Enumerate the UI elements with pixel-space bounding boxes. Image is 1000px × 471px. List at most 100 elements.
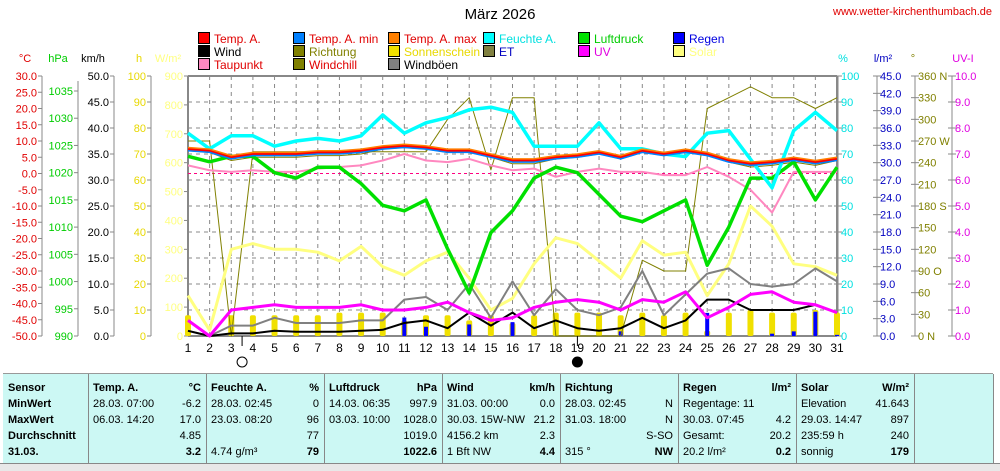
axis-tick-label: -50.0 xyxy=(12,331,37,343)
legend-item: Regen xyxy=(673,32,724,46)
stats-header: Wind km/h xyxy=(447,380,555,396)
axis-tick-label: 180 S xyxy=(918,201,947,213)
stats-row: 31.03. 00:00 0.0 xyxy=(447,396,555,412)
legend-item: Feuchte A. xyxy=(483,32,556,46)
axis-tick-label: 40.0 xyxy=(88,123,109,135)
legend-swatch xyxy=(673,45,685,57)
x-tick-label: 31 xyxy=(830,341,844,355)
axis-tick-label: 1035 xyxy=(49,86,73,98)
stats-header: Regen l/m² xyxy=(683,380,791,396)
x-tick-label: 20 xyxy=(592,341,606,355)
x-tick-label: 27 xyxy=(744,341,758,355)
axis-tick-label: 90 xyxy=(841,97,853,109)
legend-swatch xyxy=(198,45,210,57)
sunshine-bar xyxy=(682,312,689,336)
legend-swatch xyxy=(578,32,590,44)
axis-tick-label: -25.0 xyxy=(12,250,37,262)
stats-row: 14.03. 06:35 997.9 xyxy=(329,396,437,412)
stats-cell-value: 20.2 xyxy=(769,430,791,442)
legend-label: Luftdruck xyxy=(594,32,644,46)
stats-cell-value: 77 xyxy=(306,430,319,442)
stats-row: 1022.6 xyxy=(329,444,437,460)
axis-tick-label: -15.0 xyxy=(12,217,37,229)
sunshine-bar xyxy=(834,312,840,336)
axis-tick-label: 80 xyxy=(134,123,146,135)
axis-tick-label: 100 xyxy=(165,302,183,314)
stats-cell-value: 17.0 xyxy=(179,414,201,426)
axis-tick-label: 15.0 xyxy=(16,120,37,132)
axis-tick-label: 10 xyxy=(841,305,853,317)
stats-cell-label: 20.2 l/m² xyxy=(683,446,726,458)
x-tick-label: 5 xyxy=(271,341,278,355)
axis-tick-label: 1025 xyxy=(49,140,73,152)
sunshine-bar xyxy=(790,312,797,336)
axis-unit-rain: l/m² xyxy=(874,53,893,65)
x-tick-label: 11 xyxy=(398,341,411,355)
stats-header-label: Temp. A. xyxy=(93,382,139,394)
stats-header-unit: % xyxy=(309,382,319,394)
axis-tick-label: -5.0 xyxy=(18,185,37,197)
stats-cell-value: 4.4 xyxy=(539,446,555,458)
sunshine-bar xyxy=(358,312,365,336)
axis-tick-label: 30 xyxy=(841,253,853,265)
axis-tick-label: 9.0 xyxy=(880,279,895,291)
legend-item: Temp. A. xyxy=(198,32,261,46)
legend-item: Sonnenschein xyxy=(388,45,480,59)
axis-tick-label: 0.0 xyxy=(955,331,970,343)
axis-tick-label: 9.0 xyxy=(955,97,970,109)
axis-tick-label: 20.0 xyxy=(16,104,37,116)
sunshine-bar xyxy=(314,315,321,336)
stats-row: 03.03. 10:00 1028.0 xyxy=(329,412,437,428)
axis-tick-label: 1005 xyxy=(49,249,73,261)
legend-swatch xyxy=(388,45,400,57)
stats-header: Richtung xyxy=(565,380,673,396)
axis-tick-label: 1015 xyxy=(49,195,73,207)
series-line-feuchte-a- xyxy=(186,105,839,190)
legend-swatch xyxy=(293,45,305,57)
stats-cell-value: 179 xyxy=(890,446,909,458)
axis-unit-sun: h xyxy=(136,53,142,65)
axis-tick-label: 10 xyxy=(134,305,146,317)
stats-column-solar: Solar W/m² Elevation 41.643 29.03. 14:47 897 2… xyxy=(796,374,915,464)
stats-row: 31.03. xyxy=(8,444,83,460)
stats-header-label: Solar xyxy=(801,382,829,394)
stats-row: sonnig 179 xyxy=(801,444,909,460)
axis-tick-label: 800 xyxy=(165,100,183,112)
stats-header: Feuchte A.% xyxy=(211,380,319,396)
axis-unit-solar: W/m² xyxy=(155,53,182,65)
stats-cell-value: 4.2 xyxy=(775,414,791,426)
stats-cell-label: 28.03. 02:45 xyxy=(211,398,273,410)
stats-row: 06.03. 14:20 17.0 xyxy=(93,412,201,428)
axis-tick-label: 0 xyxy=(140,331,146,343)
axis-tick-label: 80 xyxy=(841,123,853,135)
axis-tick-label: 10.0 xyxy=(16,136,37,148)
legend-label: Solar xyxy=(689,45,718,59)
x-tick-label: 28 xyxy=(765,341,779,355)
axis-tick-label: 100 xyxy=(128,71,146,83)
stats-header-label: Luftdruck xyxy=(329,382,380,394)
legend-swatch xyxy=(578,45,590,57)
stats-row: 20.2 l/m² 0.2 xyxy=(683,444,791,460)
axis-tick-label: -40.0 xyxy=(12,299,37,311)
axis-tick-label: 10.0 xyxy=(88,279,109,291)
stats-cell-label: Elevation xyxy=(801,398,847,410)
x-tick-label: 10 xyxy=(376,341,390,355)
stats-cell-value: 0.0 xyxy=(539,398,555,410)
axis-unit-wind: km/h xyxy=(81,53,105,65)
stats-cell-value: 21.2 xyxy=(533,414,555,426)
sunshine-bar xyxy=(531,315,538,336)
axis-tick-label: 8.0 xyxy=(955,123,970,135)
axis-tick-label: 1000 xyxy=(49,277,73,289)
stats-row-label: MaxWert xyxy=(8,414,54,426)
stats-table: Sensor MinWert MaxWert Durchschnitt 31.03. Te… xyxy=(3,373,994,464)
legend-label: UV xyxy=(594,45,611,59)
stats-cell-value: 240 xyxy=(890,430,909,442)
legend-swatch xyxy=(483,45,495,57)
series-line-windb-en xyxy=(187,267,838,337)
x-tick-label: 23 xyxy=(657,341,671,355)
website-url[interactable]: www.wetter-kirchenthumbach.de xyxy=(833,6,992,18)
sunshine-bar xyxy=(293,315,300,336)
rain-bar xyxy=(791,331,796,336)
axis-tick-label: 6.0 xyxy=(880,296,895,308)
x-tick-label: 3 xyxy=(228,341,235,355)
